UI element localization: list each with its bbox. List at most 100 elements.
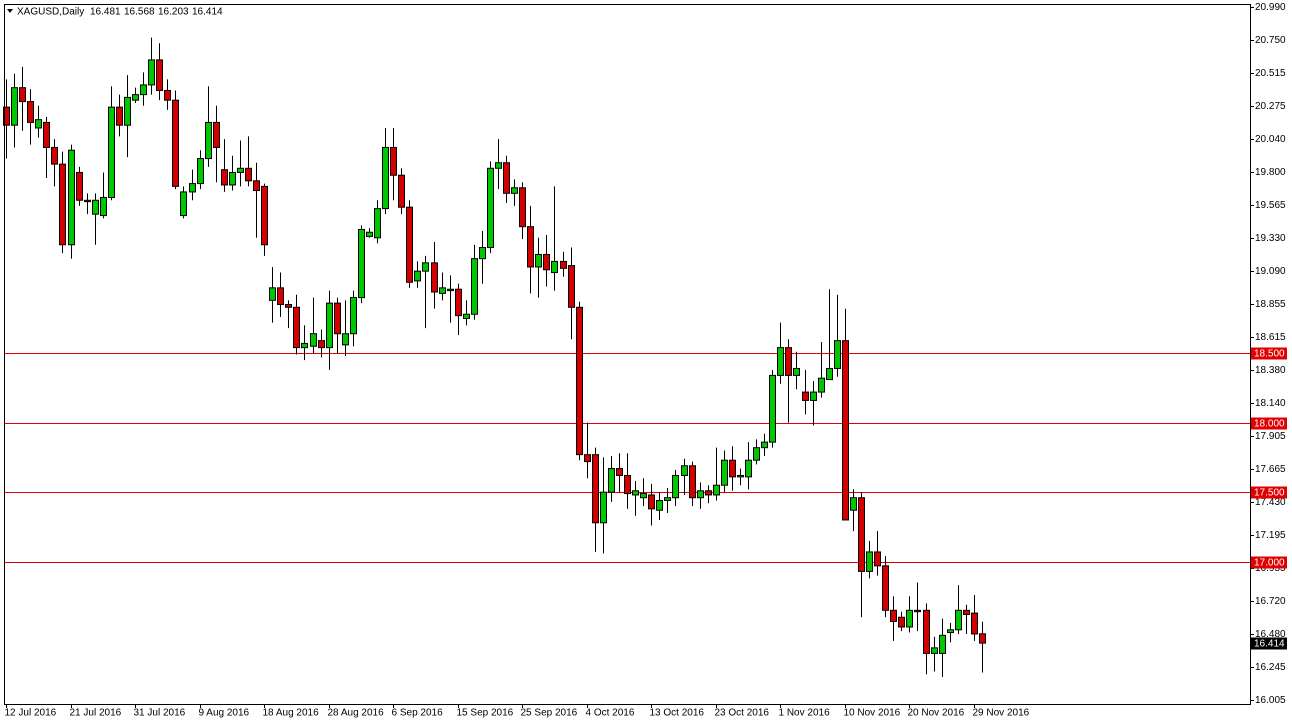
y-tick-label: 18.140 xyxy=(1255,398,1286,409)
candle-body xyxy=(237,167,244,173)
y-tick-label: 16.245 xyxy=(1255,662,1286,673)
y-tick-label: 19.090 xyxy=(1255,266,1286,277)
x-tick-label: 1 Nov 2016 xyxy=(779,708,831,719)
level-tag xyxy=(1251,556,1287,569)
candle-body xyxy=(906,609,913,628)
x-tick-label: 20 Nov 2016 xyxy=(908,708,965,719)
y-tick-label: 16.955 xyxy=(1255,563,1286,574)
candle-body xyxy=(164,89,171,101)
candle-body xyxy=(11,87,18,126)
candle-body xyxy=(245,167,252,182)
candle-body xyxy=(3,106,10,126)
candle-body xyxy=(842,340,849,521)
candle-body xyxy=(439,287,446,294)
candle-body xyxy=(785,347,792,376)
menu-arrow[interactable] xyxy=(7,9,13,13)
candle-body xyxy=(979,633,986,644)
x-tick-label: 23 Oct 2016 xyxy=(715,708,770,719)
candle-body xyxy=(632,490,639,496)
candle-body xyxy=(947,629,954,634)
price-label: 16.414 xyxy=(1254,639,1285,650)
candle-body xyxy=(310,333,317,347)
x-tick-label: 25 Sep 2016 xyxy=(521,708,578,719)
candle-body xyxy=(463,313,470,319)
candle-body xyxy=(890,609,897,622)
candle-body xyxy=(793,367,800,376)
candle-body xyxy=(527,226,534,268)
y-tick-label: 19.330 xyxy=(1255,233,1286,244)
candle-body xyxy=(269,287,276,301)
candle-body xyxy=(422,262,429,272)
candle-body xyxy=(640,493,647,499)
candle-body xyxy=(253,180,260,192)
candle-body xyxy=(108,106,115,198)
level-label: 17.500 xyxy=(1254,488,1285,499)
candle-body xyxy=(156,59,163,91)
candle-body xyxy=(963,609,970,615)
header-open: 16.481 xyxy=(90,7,121,18)
candle-body xyxy=(898,616,905,628)
candle-body xyxy=(931,647,938,654)
candle-body xyxy=(705,490,712,496)
candle-body xyxy=(624,474,631,495)
candle-body xyxy=(543,253,550,271)
candle-body xyxy=(616,468,623,476)
y-tick-label: 19.565 xyxy=(1255,200,1286,211)
y-tick-label: 17.430 xyxy=(1255,497,1286,508)
candle-body xyxy=(76,171,83,201)
candle-body xyxy=(455,288,462,317)
y-tick-label: 17.665 xyxy=(1255,464,1286,475)
candle-body xyxy=(874,551,881,567)
candle-body xyxy=(511,187,518,194)
x-tick-label: 21 Jul 2016 xyxy=(70,708,122,719)
x-tick-label: 28 Aug 2016 xyxy=(328,708,385,719)
y-tick-label: 20.040 xyxy=(1255,134,1286,145)
candle-body xyxy=(326,302,333,349)
candle-body xyxy=(27,101,34,123)
candle-body xyxy=(664,497,671,502)
candle-body xyxy=(697,490,704,499)
candle-body xyxy=(495,162,502,169)
candle-body xyxy=(584,454,591,463)
candle-body xyxy=(672,474,679,499)
y-tick-label: 16.480 xyxy=(1255,629,1286,640)
x-tick-label: 18 Aug 2016 xyxy=(263,708,320,719)
header-high: 16.568 xyxy=(124,7,155,18)
candle-body xyxy=(84,199,91,203)
x-tick-label: 6 Sep 2016 xyxy=(392,708,444,719)
candle-body xyxy=(745,459,752,478)
candle-body xyxy=(318,340,325,349)
candle-body xyxy=(148,59,155,86)
candle-body xyxy=(447,288,454,292)
candle-body xyxy=(914,609,921,613)
candle-body xyxy=(334,302,341,335)
candle-body xyxy=(971,612,978,635)
candle-body xyxy=(761,441,768,449)
candle-body xyxy=(140,84,147,96)
candle-body xyxy=(92,199,99,215)
candle-body xyxy=(576,306,583,456)
header-close: 16.414 xyxy=(192,7,223,18)
candle-body xyxy=(777,347,784,376)
candle-body xyxy=(229,171,236,186)
header-low: 16.203 xyxy=(158,7,189,18)
candle-body xyxy=(826,367,833,381)
y-tick-label: 18.855 xyxy=(1255,299,1286,310)
candle-body xyxy=(100,196,107,217)
x-tick-label: 13 Oct 2016 xyxy=(650,708,705,719)
level-label: 18.500 xyxy=(1254,349,1285,360)
y-tick-label: 18.380 xyxy=(1255,365,1286,376)
candle-body xyxy=(608,468,615,493)
candle-body xyxy=(656,500,663,511)
candle-body xyxy=(172,99,179,187)
candle-body xyxy=(116,106,123,126)
candle-body xyxy=(301,342,308,349)
x-tick-label: 31 Jul 2016 xyxy=(134,708,186,719)
candle-body xyxy=(479,247,486,260)
candle-body xyxy=(350,297,357,335)
y-tick-label: 18.615 xyxy=(1255,332,1286,343)
x-tick-label: 10 Nov 2016 xyxy=(844,708,901,719)
